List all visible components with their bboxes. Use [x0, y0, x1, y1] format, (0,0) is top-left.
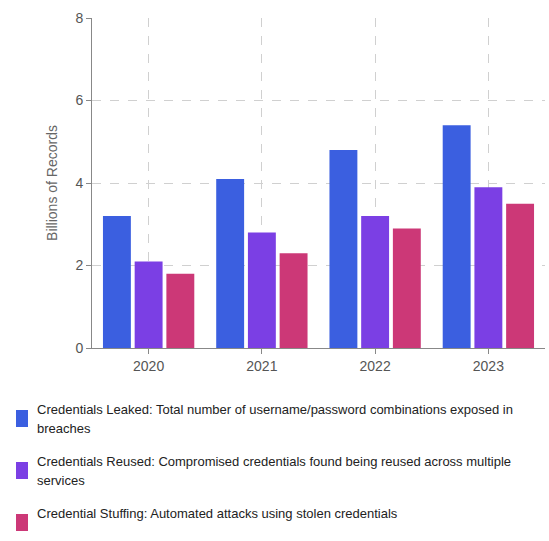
svg-text:2: 2: [75, 257, 83, 273]
svg-text:0: 0: [75, 340, 83, 356]
svg-text:2020: 2020: [133, 358, 164, 374]
svg-text:4: 4: [75, 175, 83, 191]
svg-text:6: 6: [75, 92, 83, 108]
svg-text:2021: 2021: [246, 358, 277, 374]
html-text:Credentials Reused: Compromise: Credentials Reused: Compromised credenti…: [37, 454, 511, 488]
svg-text:2023: 2023: [473, 358, 504, 374]
html-text:Credentials Leaked: Total numb: Credentials Leaked: Total number of user…: [37, 402, 513, 436]
svg-text:Billions of Records: Billions of Records: [44, 125, 60, 241]
html-text:Credential Stuffing: Automated: Credential Stuffing: Automated attacks u…: [37, 506, 398, 521]
svg-text:2022: 2022: [360, 358, 391, 374]
svg-text:8: 8: [75, 10, 83, 26]
